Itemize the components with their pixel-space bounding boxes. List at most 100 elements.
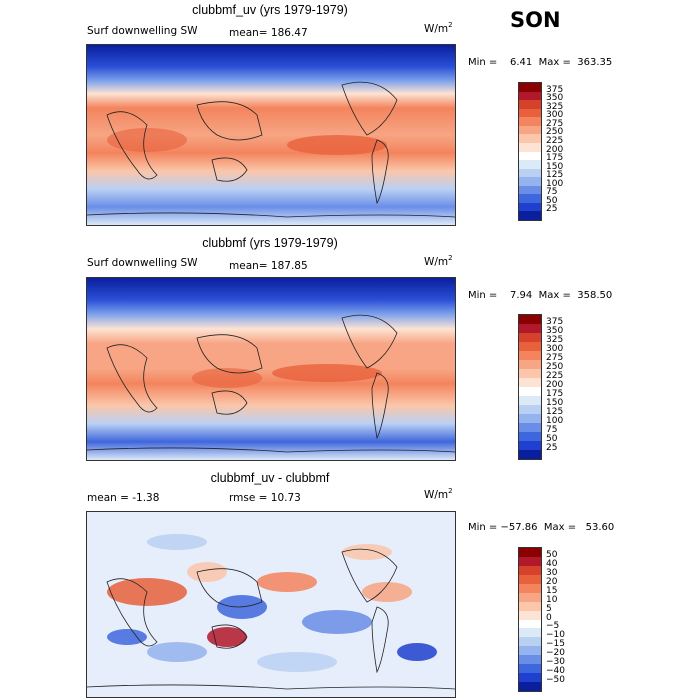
panel-2-units: W/m2 — [424, 254, 453, 268]
colorbar-swatch — [519, 610, 541, 620]
colorbar-label: 325 — [546, 335, 564, 345]
colorbar-swatch — [519, 592, 541, 602]
panel-1-colorbar-labels: 375 350 325 300 275 250 225 200 175 150 125 100 75 50… — [546, 82, 586, 219]
colorbar-swatch — [519, 83, 541, 92]
colorbar-swatch — [519, 324, 541, 333]
panel-3-colorbar-labels: 50 40 30 20 15 10 5 0 −5 −10 −15 −20 −30 −40 −50 — [546, 547, 586, 690]
colorbar-swatch — [519, 405, 541, 414]
panel-3-mean: mean = -1.38 — [87, 492, 160, 504]
panel-1-units: W/m2 — [424, 21, 453, 35]
colorbar-label: 375 — [546, 84, 564, 95]
colorbar-label: 275 — [546, 118, 564, 129]
panel-3-minmax: Min = −57.86 Max = 53.60 — [468, 522, 615, 533]
panel-3-colorbar — [518, 547, 542, 692]
panel-2-map-field — [87, 278, 455, 460]
colorbar-swatch — [519, 108, 541, 118]
colorbar-label: 25 — [546, 443, 558, 453]
colorbar-swatch — [519, 655, 541, 665]
colorbar-label: 50 — [546, 195, 558, 206]
panel-3-rmse: rmse = 10.73 — [229, 492, 301, 504]
panel-3-title: clubbmf_uv - clubbmf — [210, 471, 330, 485]
colorbar-label: 175 — [546, 389, 564, 399]
colorbar-swatch — [519, 387, 541, 396]
colorbar-label: 350 — [546, 326, 564, 336]
colorbar-swatch — [519, 664, 541, 674]
colorbar-label: 150 — [546, 161, 564, 172]
colorbar-label: −50 — [546, 675, 565, 686]
panel-2-map — [86, 277, 456, 461]
colorbar-swatch — [519, 548, 541, 557]
colorbar-label: −15 — [546, 639, 565, 650]
colorbar-swatch — [519, 168, 541, 178]
colorbar-label: 225 — [546, 371, 564, 381]
panel-1-variable: Surf downwelling SW — [87, 25, 198, 37]
colorbar-label: 350 — [546, 93, 564, 104]
colorbar-swatch — [519, 315, 541, 324]
colorbar-label: 300 — [546, 110, 564, 121]
colorbar-swatch — [519, 432, 541, 441]
colorbar-swatch — [519, 565, 541, 575]
colorbar-swatch — [519, 117, 541, 126]
colorbar-swatch — [519, 414, 541, 423]
colorbar-swatch — [519, 177, 541, 186]
colorbar-swatch — [519, 646, 541, 656]
colorbar-label: 275 — [546, 353, 564, 363]
colorbar-swatch — [519, 342, 541, 351]
colorbar-swatch — [519, 574, 541, 584]
colorbar-label: 40 — [546, 558, 558, 569]
panel-2-colorbar-labels: 375 350 325 300 275 250 225 200 175 150 125 100 75 50… — [546, 314, 586, 458]
colorbar-label: −10 — [546, 630, 565, 641]
colorbar-swatch — [519, 125, 541, 135]
colorbar-label: 75 — [546, 187, 558, 198]
colorbar-label: 125 — [546, 170, 564, 181]
colorbar-swatch — [519, 423, 541, 432]
colorbar-label: 100 — [546, 416, 564, 426]
colorbar-label: 250 — [546, 127, 564, 138]
colorbar-label: −20 — [546, 648, 565, 659]
panel-1-map-field — [87, 45, 455, 225]
colorbar-swatch — [519, 100, 541, 109]
colorbar-swatch — [519, 396, 541, 405]
colorbar-swatch — [519, 351, 541, 360]
colorbar-swatch — [519, 360, 541, 369]
colorbar-swatch — [519, 211, 541, 220]
colorbar-label: 325 — [546, 101, 564, 112]
colorbar-label: 225 — [546, 135, 564, 146]
colorbar-label: 5 — [546, 603, 552, 614]
season-label: SON — [510, 8, 561, 32]
colorbar-swatch — [519, 194, 541, 203]
colorbar-label: −40 — [546, 666, 565, 677]
panel-3-map — [86, 511, 456, 698]
colorbar-label: 20 — [546, 576, 558, 587]
colorbar-swatch — [519, 202, 541, 212]
colorbar-swatch — [519, 673, 541, 683]
colorbar-swatch — [519, 151, 541, 161]
colorbar-swatch — [519, 369, 541, 378]
panel-2-mean: mean= 187.85 — [229, 260, 308, 272]
panel-2-title: clubbmf (yrs 1979-1979) — [202, 236, 338, 250]
colorbar-label: 15 — [546, 585, 558, 596]
colorbar-label: 150 — [546, 398, 564, 408]
colorbar-swatch — [519, 601, 541, 611]
colorbar-label: −30 — [546, 657, 565, 668]
panel-1-colorbar — [518, 82, 542, 221]
colorbar-swatch — [519, 637, 541, 647]
colorbar-label: 100 — [546, 178, 564, 189]
colorbar-label: 25 — [546, 204, 558, 215]
panel-1-title: clubbmf_uv (yrs 1979-1979) — [192, 3, 348, 17]
colorbar-label: 0 — [546, 612, 552, 623]
colorbar-swatch — [519, 682, 541, 691]
colorbar-label: 200 — [546, 144, 564, 155]
colorbar-swatch — [519, 441, 541, 450]
colorbar-swatch — [519, 378, 541, 387]
colorbar-swatch — [519, 556, 541, 566]
panel-1-mean: mean= 186.47 — [229, 27, 308, 39]
colorbar-swatch — [519, 333, 541, 342]
panel-3-map-field — [87, 512, 455, 697]
colorbar-swatch — [519, 583, 541, 593]
panel-2-minmax: Min = 7.94 Max = 358.50 — [468, 290, 613, 301]
colorbar-swatch — [519, 619, 541, 629]
colorbar-label: 10 — [546, 594, 558, 605]
colorbar-label: 75 — [546, 425, 558, 435]
colorbar-label: 50 — [546, 549, 558, 560]
